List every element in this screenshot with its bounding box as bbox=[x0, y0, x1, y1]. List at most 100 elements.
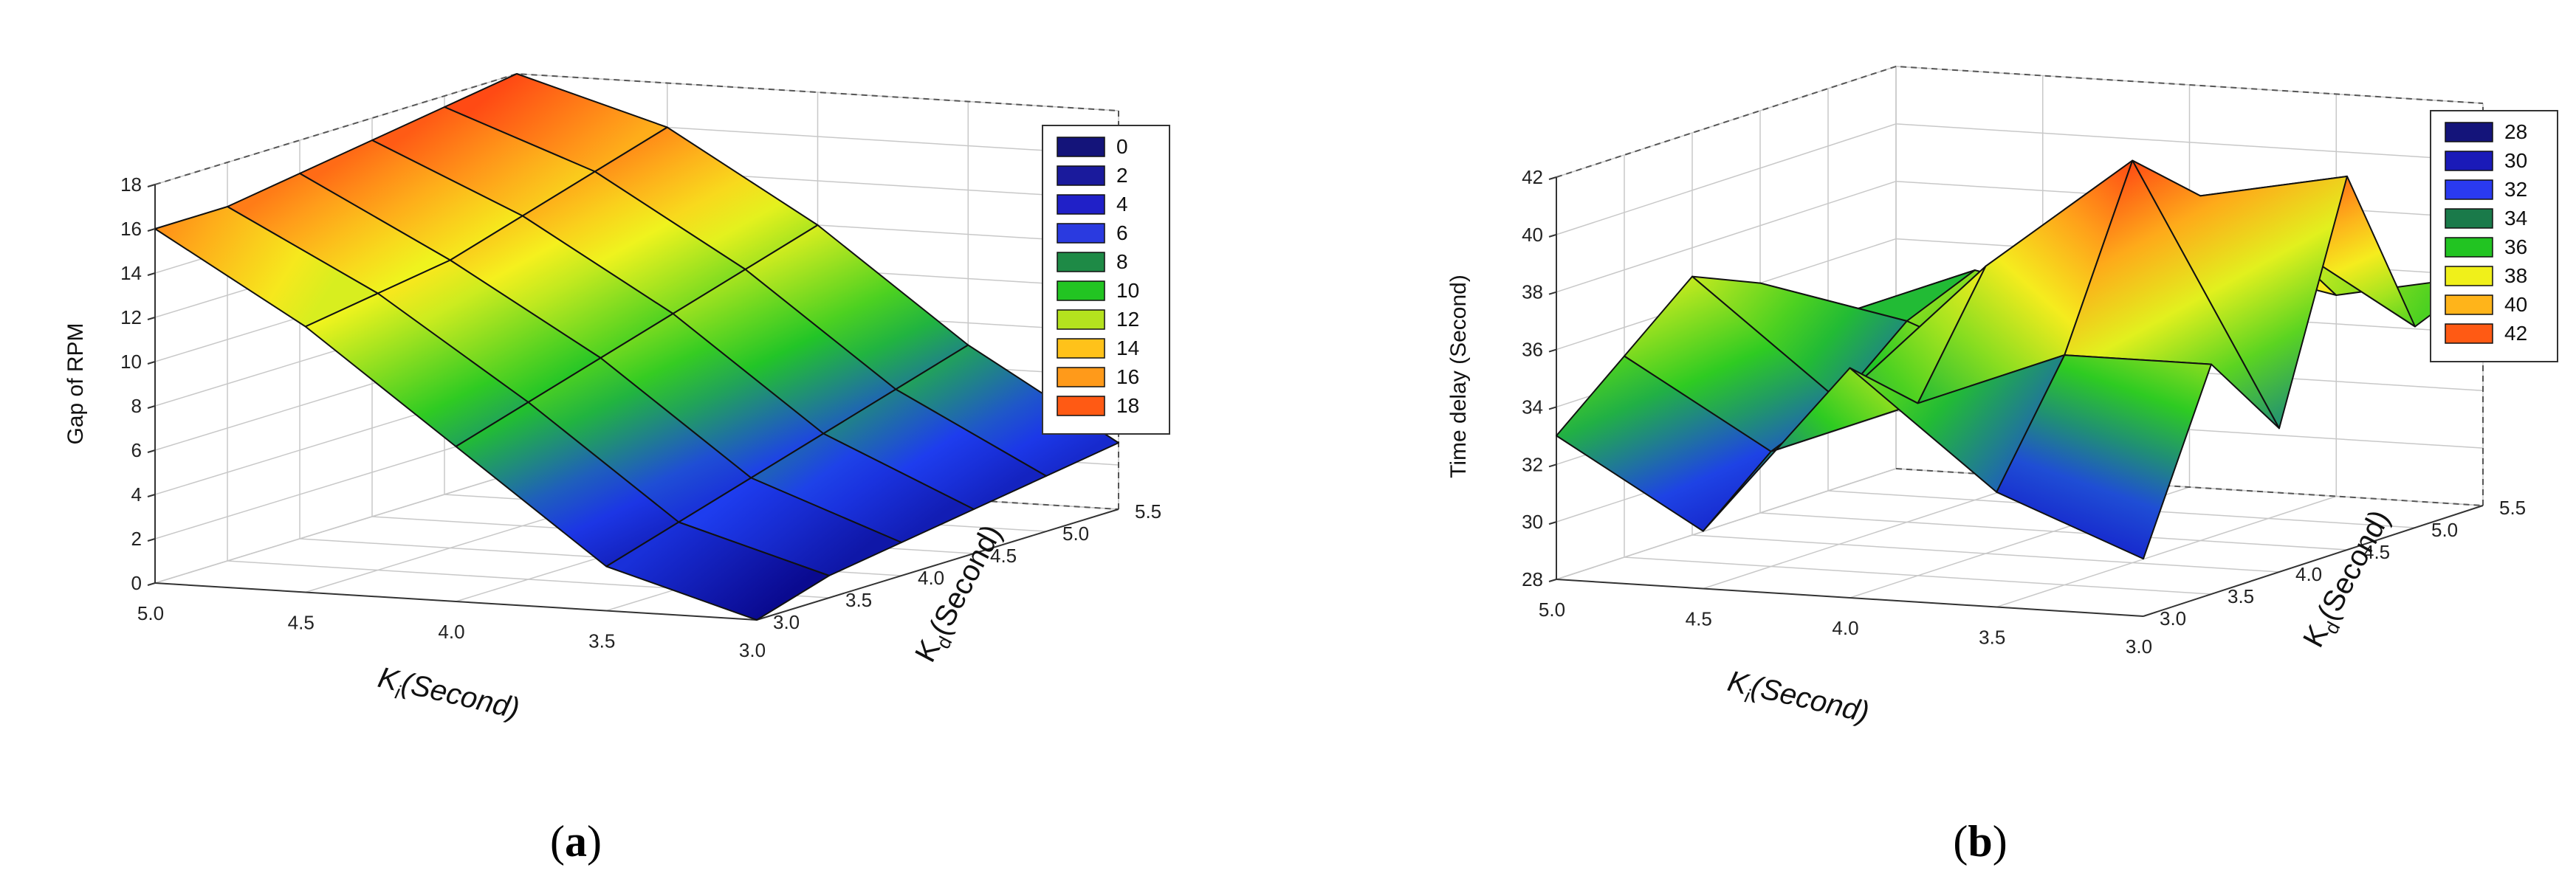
x-axis-label-rest: (Second) bbox=[399, 666, 523, 725]
z-tick-label: 36 bbox=[1522, 339, 1543, 361]
x-tick-label: 3.0 bbox=[2126, 635, 2152, 658]
z-tick-label: 30 bbox=[1522, 511, 1543, 533]
z-tick-label: 42 bbox=[1522, 166, 1543, 188]
z-tick-mark bbox=[147, 582, 156, 586]
z-axis-label: Gap of RPM bbox=[63, 323, 88, 444]
wall-gridline bbox=[1556, 468, 1897, 580]
legend-swatch bbox=[1057, 280, 1105, 301]
y-tick-label: 4.0 bbox=[2295, 563, 2322, 585]
legend-entry-label: 18 bbox=[1116, 394, 1139, 417]
x-tick-label: 5.0 bbox=[1539, 599, 1565, 621]
z-tick-mark bbox=[147, 184, 156, 187]
z-tick-label: 4 bbox=[131, 483, 142, 506]
y-axis-line bbox=[756, 508, 1119, 621]
x-tick-label: 4.0 bbox=[438, 621, 464, 643]
z-tick-mark bbox=[1548, 406, 1557, 410]
floor-gridline bbox=[1759, 512, 2348, 551]
y-tick-label: 3.0 bbox=[773, 611, 800, 633]
x-axis-line bbox=[1556, 579, 2144, 617]
z-tick-mark bbox=[1548, 291, 1557, 295]
legend-swatch bbox=[1057, 137, 1105, 157]
wall-gridline bbox=[1556, 181, 1897, 293]
caption-open: ( bbox=[1953, 817, 1968, 866]
legend-swatch bbox=[2445, 323, 2493, 344]
legend-swatch bbox=[1057, 338, 1105, 359]
z-tick-mark bbox=[147, 538, 156, 542]
y-tick-label: 3.0 bbox=[2160, 607, 2186, 630]
legend-entry-label: 34 bbox=[2504, 207, 2527, 230]
panel-caption: (a) bbox=[550, 817, 602, 866]
chart-panel-b: 28 30 32 34 36 38 40 42 5.0 4.5 4.0 3.5 3.0 3.0 3.5 4.0… bbox=[1446, 65, 2558, 866]
panel-caption: (b) bbox=[1953, 817, 2007, 866]
box-top-edge bbox=[1556, 65, 2484, 178]
x-tick-label: 3.0 bbox=[739, 639, 766, 661]
floor-gridline bbox=[1691, 534, 2280, 573]
y-tick-label: 5.5 bbox=[2499, 497, 2526, 519]
legend-swatch bbox=[2445, 237, 2493, 258]
floor-gridline bbox=[1996, 495, 2337, 608]
legend-entry-label: 8 bbox=[1116, 250, 1128, 273]
y-tick-label: 5.5 bbox=[1135, 500, 1161, 523]
legend: 0 2 4 6 8 10 12 14 16 18 bbox=[1042, 125, 1170, 435]
legend-swatch bbox=[2445, 294, 2493, 315]
caption-letter: a bbox=[565, 817, 587, 866]
legend-entry-label: 16 bbox=[1116, 365, 1139, 388]
caption-open: ( bbox=[550, 817, 565, 866]
x-tick-label: 5.0 bbox=[137, 602, 164, 624]
z-tick-label: 38 bbox=[1522, 281, 1543, 303]
legend-entry-label: 12 bbox=[1116, 308, 1139, 331]
z-tick-label: 8 bbox=[131, 395, 142, 417]
z-tick-mark bbox=[147, 228, 156, 232]
z-tick-label: 12 bbox=[120, 306, 142, 328]
legend-swatch bbox=[1057, 396, 1105, 416]
legend: 28 30 32 34 36 38 40 42 bbox=[2430, 110, 2558, 362]
z-tick-mark bbox=[1548, 176, 1557, 180]
x-axis-line bbox=[154, 582, 758, 621]
z-tick-label: 2 bbox=[131, 528, 142, 550]
z-tick-mark bbox=[147, 494, 156, 497]
legend-swatch bbox=[1057, 252, 1105, 272]
legend-swatch bbox=[2445, 266, 2493, 286]
z-tick-label: 10 bbox=[120, 351, 142, 373]
legend-swatch bbox=[2445, 151, 2493, 171]
z-tick-label: 16 bbox=[120, 218, 142, 240]
z-tick-mark bbox=[1548, 463, 1557, 468]
z-tick-label: 32 bbox=[1522, 453, 1543, 475]
legend-entry-label: 38 bbox=[2504, 264, 2527, 287]
surface-patch bbox=[1996, 354, 2212, 560]
y-tick-label: 5.0 bbox=[2431, 519, 2458, 541]
z-tick-label: 14 bbox=[120, 262, 142, 284]
legend-swatch bbox=[1057, 223, 1105, 244]
floor-gridline bbox=[1624, 556, 2212, 595]
z-tick-mark bbox=[1548, 348, 1557, 353]
legend-entry-label: 6 bbox=[1116, 221, 1128, 244]
legend-entry-label: 0 bbox=[1116, 135, 1128, 158]
legend-entry-label: 2 bbox=[1116, 164, 1128, 187]
z-tick-label: 40 bbox=[1522, 224, 1543, 246]
x-axis-label: Ki(Second) bbox=[1723, 665, 1872, 734]
z-tick-mark bbox=[147, 361, 156, 365]
wall-gridline bbox=[154, 472, 518, 584]
z-tick-label: 0 bbox=[131, 572, 142, 594]
y-axis-label-rest: (Second) bbox=[2311, 505, 2396, 626]
caption-close: ) bbox=[1993, 817, 2007, 866]
x-tick-label: 4.0 bbox=[1832, 617, 1858, 639]
caption-close: ) bbox=[587, 817, 602, 866]
wall-gridline bbox=[1556, 123, 1897, 235]
legend-entry-label: 30 bbox=[2504, 149, 2527, 172]
y-axis-line bbox=[2143, 505, 2484, 617]
legend-swatch bbox=[2445, 179, 2493, 200]
legend-entry-label: 10 bbox=[1116, 279, 1139, 302]
x-axis-label: Ki(Second) bbox=[374, 661, 522, 731]
legend-swatch bbox=[1057, 165, 1105, 186]
y-tick-label: 4.5 bbox=[990, 545, 1017, 567]
z-tick-mark bbox=[1548, 233, 1557, 238]
legend-entry-label: 40 bbox=[2504, 293, 2527, 316]
caption-letter: b bbox=[1968, 817, 1992, 866]
z-tick-mark bbox=[147, 405, 156, 409]
legend-swatch bbox=[2445, 122, 2493, 142]
z-tick-mark bbox=[1548, 521, 1557, 525]
z-tick-mark bbox=[147, 449, 156, 453]
